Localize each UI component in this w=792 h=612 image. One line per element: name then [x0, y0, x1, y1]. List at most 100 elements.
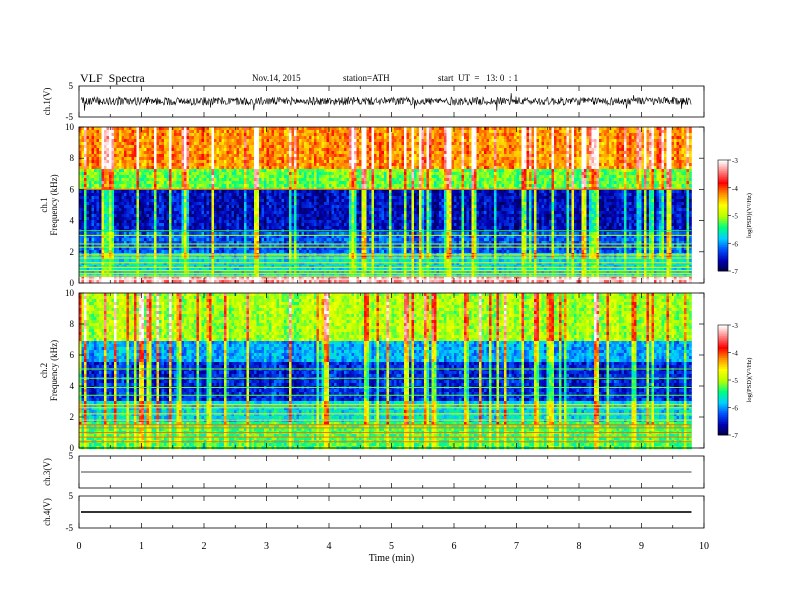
spectrogram-cell — [486, 127, 490, 131]
spectrogram-cell — [371, 184, 375, 188]
spectrogram-cell — [639, 178, 642, 182]
spectrogram-cell — [291, 166, 295, 170]
spectrogram-cell — [159, 178, 162, 182]
spectrogram-cell — [351, 166, 355, 170]
spectrogram-cell — [409, 163, 412, 167]
spectrogram-cell — [99, 157, 102, 161]
spectrogram-cell — [329, 142, 332, 146]
spectrogram-cell — [674, 151, 677, 155]
spectrogram-cell — [584, 151, 587, 155]
spectrogram-cell — [171, 142, 175, 146]
spectrogram-cell — [274, 169, 277, 173]
spectrogram-cell — [84, 172, 87, 176]
spectrogram-cell — [571, 160, 575, 164]
spectrogram-cell — [681, 160, 685, 164]
spectrogram-cell — [631, 172, 635, 176]
spectrogram-cell — [364, 136, 367, 140]
spectrogram-cell — [279, 127, 282, 131]
spectrogram-cell — [366, 160, 370, 164]
spectrogram-cell — [291, 169, 295, 173]
spectrogram-cell — [549, 166, 552, 170]
spectrogram-cell — [316, 172, 320, 176]
spectrogram-cell — [196, 142, 200, 146]
spectrogram-cell — [126, 187, 130, 191]
spectrogram-cell — [219, 151, 222, 155]
spectrogram-cell — [466, 142, 470, 146]
spectrogram-cell — [454, 178, 457, 182]
spectrogram-cell — [111, 130, 115, 134]
spectrogram-cell — [266, 169, 270, 173]
spectrogram-cell — [306, 133, 310, 137]
spectrogram-cell — [586, 157, 590, 161]
spectrogram-cell — [439, 166, 442, 170]
spectrogram-cell — [649, 142, 652, 146]
spectrogram-cell — [356, 136, 360, 140]
spectrogram-cell — [621, 154, 625, 158]
spectrogram-cell — [534, 139, 537, 143]
spectrogram-cell — [479, 157, 482, 161]
spectrogram-cell — [344, 169, 347, 173]
spectrogram-cell — [461, 184, 465, 188]
spectrogram-cell — [414, 148, 417, 152]
spectrogram-cell — [264, 163, 267, 167]
spectrogram-cell — [246, 166, 250, 170]
spectrogram-cell — [614, 154, 617, 158]
spectrogram-cell — [684, 169, 687, 173]
spectrogram-cell — [419, 157, 422, 161]
spectrogram-cell — [686, 127, 690, 131]
spectrogram-cell — [436, 133, 440, 137]
spectrogram-cell — [89, 130, 92, 134]
spectrogram-cell — [554, 178, 557, 182]
spectrogram-cell — [654, 139, 657, 143]
spectrogram-cell — [504, 151, 507, 155]
spectrogram-cell — [674, 142, 677, 146]
spectrogram-cell — [406, 142, 410, 146]
spectrogram-cell — [264, 136, 267, 140]
spectrogram-cell — [604, 166, 607, 170]
spectrogram-cell — [371, 142, 375, 146]
spectrogram-cell — [396, 142, 400, 146]
spectrogram-cell — [281, 172, 285, 176]
spectrogram-cell — [561, 148, 565, 152]
spectrogram-cell — [151, 139, 155, 143]
spectrogram-cell — [216, 169, 220, 173]
spectrogram-cell — [234, 139, 237, 143]
spectrogram-cell — [269, 181, 272, 185]
spectrogram-cell — [564, 139, 567, 143]
spectrogram-cell — [554, 133, 557, 137]
spectrogram-cell — [639, 169, 642, 173]
spectrogram-cell — [439, 136, 442, 140]
spectrogram-cell — [601, 160, 605, 164]
spectrogram-cell — [156, 184, 160, 188]
spectrogram-cell — [646, 160, 650, 164]
spectrogram-cell — [449, 148, 452, 152]
spectrogram-cell — [146, 175, 150, 179]
spectrogram-cell — [301, 151, 305, 155]
spectrogram-cell — [206, 148, 210, 152]
spectrogram-cell — [576, 163, 580, 167]
spectrogram-cell — [169, 136, 172, 140]
spectrogram-cell — [251, 142, 255, 146]
spectrogram-cell — [416, 136, 420, 140]
spectrogram-cell — [291, 148, 295, 152]
spectrogram-cell — [639, 157, 642, 161]
spectrogram-cell — [191, 136, 195, 140]
spectrogram-cell — [84, 145, 87, 149]
spectrogram-cell — [636, 130, 640, 134]
spectrogram-cell — [149, 130, 152, 134]
spectrogram-cell — [344, 148, 347, 152]
spectrogram-cell — [476, 130, 480, 134]
spectrogram-cell — [341, 166, 345, 170]
spectrogram-cell — [426, 160, 430, 164]
spectrogram-cell — [329, 184, 332, 188]
spectrogram-cell — [449, 157, 452, 161]
spectrogram-cell — [184, 157, 187, 161]
spectrogram-cell — [99, 166, 102, 170]
spectrogram-cell — [286, 172, 290, 176]
spectrogram-cell — [324, 181, 327, 185]
spectrogram-cell — [236, 169, 240, 173]
spectrogram-cell — [164, 184, 167, 188]
spectrogram-cell — [296, 139, 300, 143]
spectrogram-cell — [221, 142, 225, 146]
spectrogram-cell — [134, 166, 137, 170]
